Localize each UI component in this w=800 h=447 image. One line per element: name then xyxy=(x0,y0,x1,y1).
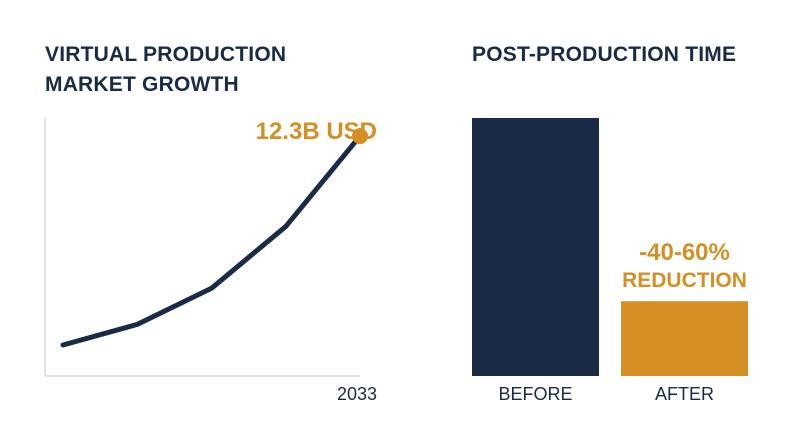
bar-label-after: AFTER xyxy=(655,384,714,404)
line-chart-title: VIRTUAL PRODUCTION MARKET GROWTH xyxy=(45,40,286,100)
line-series xyxy=(60,133,363,348)
bar-chart-title: POST-PRODUCTION TIME xyxy=(472,43,737,66)
line-value-label: 12.3B USD xyxy=(256,118,377,145)
line-endpoint-marker xyxy=(352,128,368,145)
bar-before xyxy=(472,118,599,376)
bar-annotation-label: REDUCTION xyxy=(622,269,747,292)
bar-label-before: BEFORE xyxy=(498,384,572,404)
bar-after xyxy=(621,301,748,376)
line-chart-title-line-1: VIRTUAL PRODUCTION xyxy=(45,43,287,66)
line-chart-title-line-2: MARKET GROWTH xyxy=(45,73,239,96)
bar-annotation-percent: -40-60% xyxy=(639,239,730,266)
line-x-tick-label: 2033 xyxy=(337,384,377,404)
